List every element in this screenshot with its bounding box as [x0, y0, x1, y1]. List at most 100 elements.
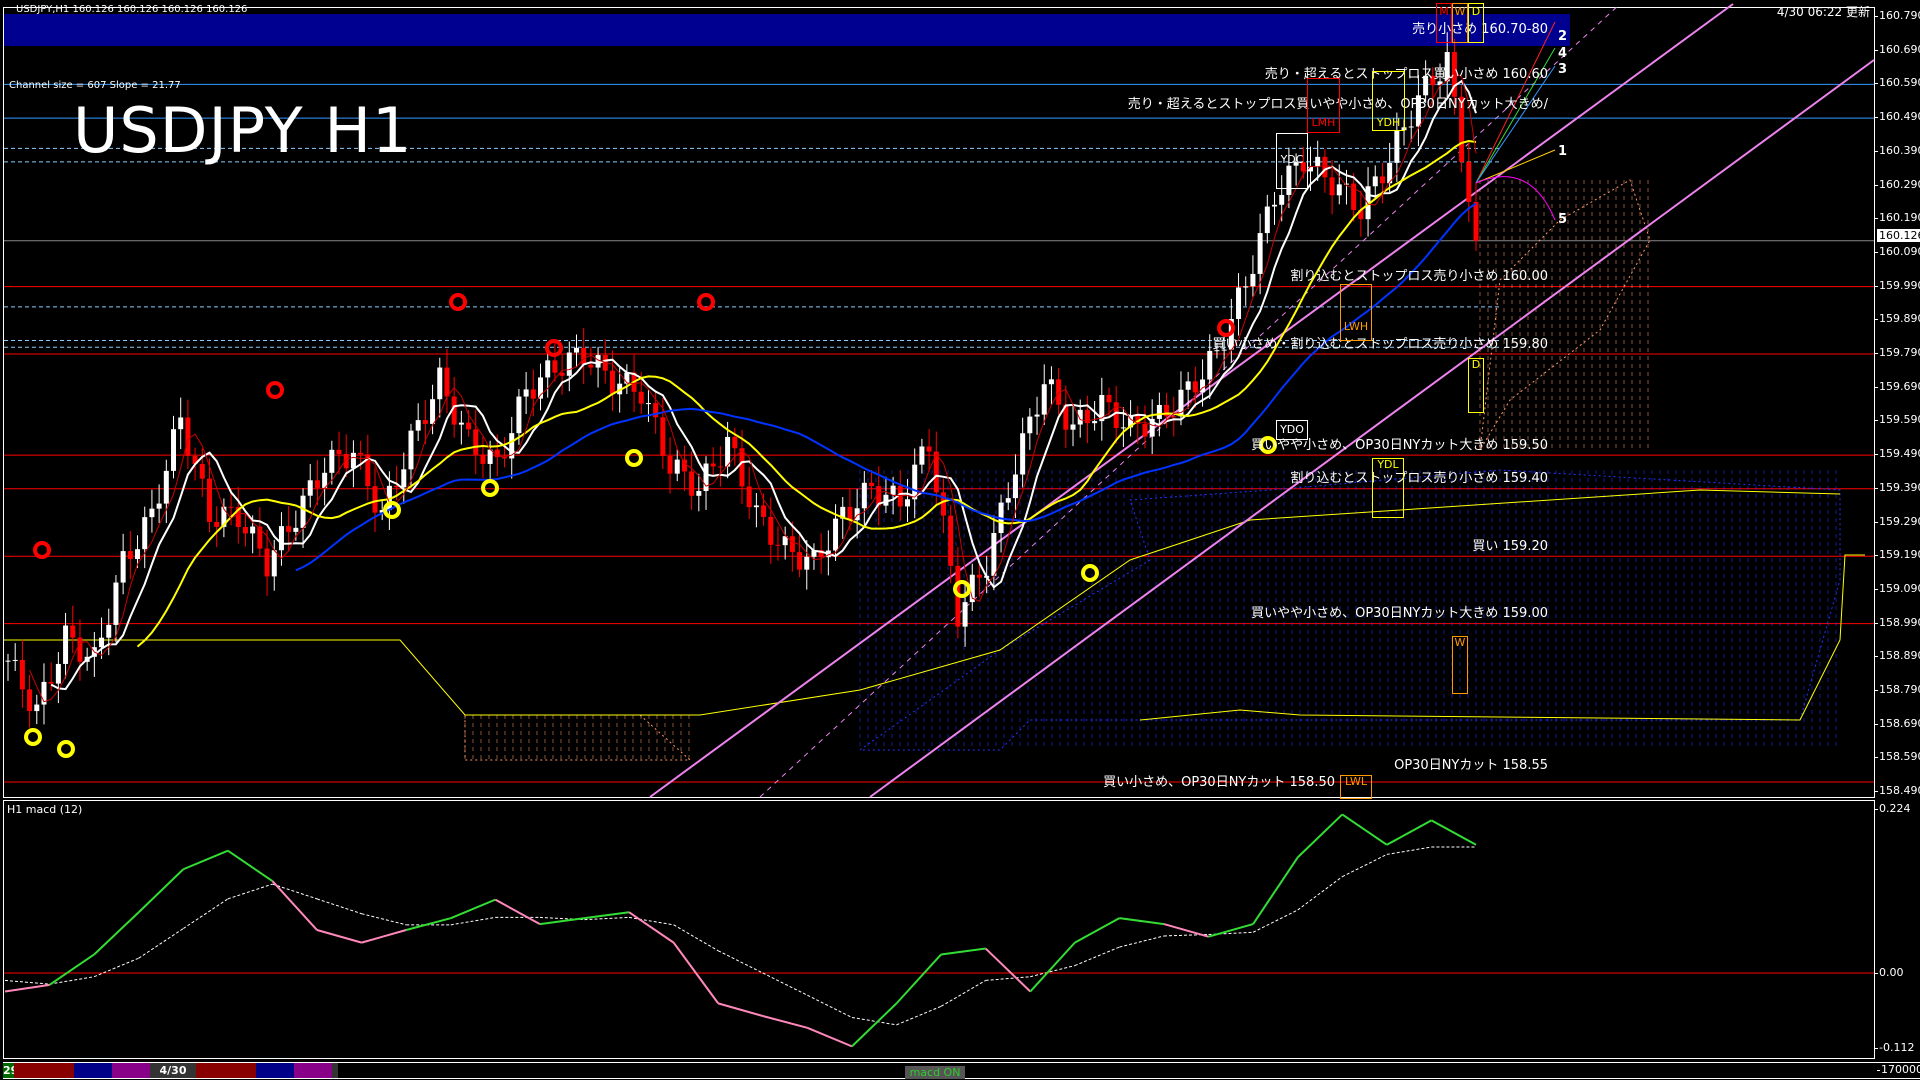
candle-body — [444, 367, 450, 397]
candle-body — [55, 663, 61, 684]
candle-body — [933, 451, 939, 493]
candle-body — [221, 506, 227, 527]
candle-body — [171, 429, 177, 471]
macd-signal-segment — [1342, 853, 1388, 878]
box-w-top: W — [1452, 3, 1468, 43]
macd-signal-segment — [1252, 909, 1298, 933]
level-label: 買いやや小さめ、OP30日NYカット大きめ 159.50 — [1251, 437, 1548, 453]
macd-line-segment — [182, 849, 229, 871]
candle-body — [1084, 409, 1090, 424]
price-tick: 159.490 — [1875, 447, 1920, 460]
macd-signal-segment — [1074, 946, 1120, 967]
candle-body — [1279, 194, 1285, 205]
macd-signal-segment — [628, 916, 674, 926]
candle-body — [775, 544, 781, 546]
macd-line-segment — [1074, 917, 1120, 944]
candle-body — [135, 549, 141, 560]
candle-body — [919, 446, 925, 465]
candle-body — [1135, 415, 1141, 424]
candle-body — [372, 486, 378, 513]
price-tick: 159.690 — [1875, 380, 1920, 393]
candle-body — [99, 637, 105, 648]
macd-line-segment — [49, 953, 95, 986]
candle-body — [300, 495, 306, 528]
candle-body — [1372, 176, 1378, 187]
channel-lower-line — [869, 59, 1875, 798]
candle-body — [1387, 162, 1393, 184]
session-segment — [14, 1063, 74, 1078]
candle-body — [1113, 402, 1119, 429]
candle-body — [34, 704, 40, 712]
candle-body — [1207, 350, 1213, 380]
bollinger-line — [29, 72, 1477, 703]
level-label: 買いやや小さめ、OP30日NYカット大きめ 159.00 — [1251, 606, 1548, 622]
candle-body — [430, 399, 436, 424]
signal-marker — [33, 541, 51, 559]
candle-body — [1307, 166, 1313, 172]
macd-signal-segment — [1386, 846, 1432, 855]
candle-body — [1322, 156, 1328, 178]
candle-body — [1164, 404, 1170, 417]
level-label: 売り小さめ 160.70-80 — [1412, 21, 1548, 37]
ichimoku-span-a — [4, 489, 1841, 716]
level-label: 買い小さめ、OP30日NYカット 158.50 — [1103, 774, 1335, 790]
box-w: W — [1452, 636, 1468, 694]
price-tick: 160.690 — [1875, 43, 1920, 56]
box-ydc: YDC — [1276, 133, 1308, 189]
candle-body — [41, 681, 47, 705]
candle-body — [588, 364, 594, 368]
candle-body — [1459, 96, 1465, 162]
candle-body — [789, 536, 795, 553]
candle-body — [559, 372, 565, 376]
candle-body — [293, 527, 299, 532]
candle-body — [1415, 95, 1421, 127]
candle-body — [653, 403, 659, 418]
candle-body — [725, 436, 731, 467]
candle-body — [1473, 201, 1479, 241]
candle-body — [437, 367, 443, 400]
candle-body — [70, 625, 76, 638]
chart-title: USDJPY H1 — [73, 94, 413, 167]
price-chart-pane[interactable] — [3, 7, 1875, 798]
candle-body — [797, 552, 803, 570]
macd-line-segment — [227, 849, 274, 882]
macd-line-segment — [895, 953, 942, 1005]
macd-axis[interactable]: 0.224 0.00 -0.112 — [1874, 800, 1920, 1059]
candle-body — [660, 417, 666, 456]
macd-signal-segment — [272, 883, 318, 900]
candle-body — [142, 517, 148, 550]
box-lmh: LMH — [1307, 78, 1340, 133]
signal-marker — [953, 580, 971, 598]
macd-line-segment — [405, 917, 452, 931]
macd-line-segment — [851, 1002, 898, 1048]
macd-on-button[interactable]: macd ON — [905, 1066, 965, 1079]
candle-body — [1430, 75, 1436, 86]
channel-info: Channel size = 607 Slope = 21.77 — [9, 80, 181, 91]
macd-line-segment — [1163, 923, 1209, 938]
candle-body — [422, 420, 428, 424]
price-axis[interactable]: 160.790 160.690 160.590 160.490 160.390 160.2… — [1875, 0, 1920, 798]
candle-body — [494, 449, 500, 458]
candle-body — [1236, 287, 1242, 319]
signal-marker — [383, 501, 401, 519]
candle-body — [746, 486, 752, 508]
candle-body — [1041, 384, 1047, 415]
candle-body — [710, 463, 716, 467]
candle-body — [350, 452, 356, 469]
candle-body — [1120, 427, 1126, 429]
macd-line-segment — [450, 898, 496, 920]
candle-body — [1156, 404, 1162, 419]
session-segment — [74, 1063, 112, 1078]
candle-body — [156, 503, 162, 509]
candle-body — [897, 485, 903, 507]
candle-body — [890, 485, 896, 495]
macd-signal-segment — [940, 979, 986, 1007]
candle-body — [5, 660, 11, 662]
price-tick: 158.890 — [1875, 649, 1920, 662]
macd-title: H1 macd (12) — [7, 803, 83, 816]
candle-body — [113, 582, 119, 625]
candle-body — [1437, 81, 1443, 86]
candle-body — [63, 625, 69, 664]
candle-body — [1329, 177, 1335, 196]
macd-pane[interactable] — [3, 800, 1875, 1059]
